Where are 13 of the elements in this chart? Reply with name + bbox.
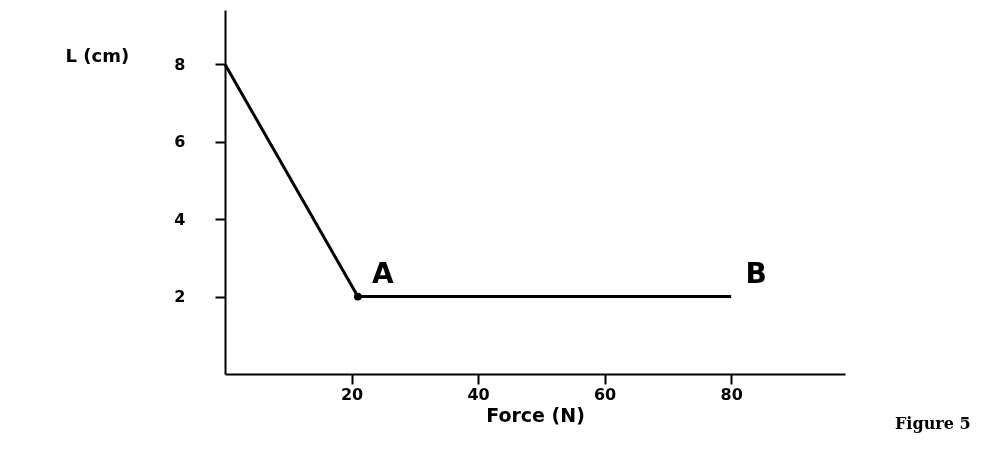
y-tick-label: 6	[174, 132, 186, 152]
x-axis-title: Force (N)	[486, 403, 585, 426]
y-tick-label: 4	[174, 209, 186, 229]
annotation: B	[745, 256, 767, 290]
x-tick-label: 40	[467, 384, 490, 404]
x-tick-label: 20	[340, 384, 364, 404]
y-tick-label: 8	[174, 54, 186, 74]
x-tick-label: 60	[593, 384, 617, 404]
annotation: A	[372, 256, 395, 290]
caption: Figure 5	[895, 414, 971, 433]
y-tick-label: 2	[174, 287, 186, 307]
y-axis-title: L (cm)	[65, 44, 130, 66]
x-tick-label: 80	[720, 384, 743, 404]
